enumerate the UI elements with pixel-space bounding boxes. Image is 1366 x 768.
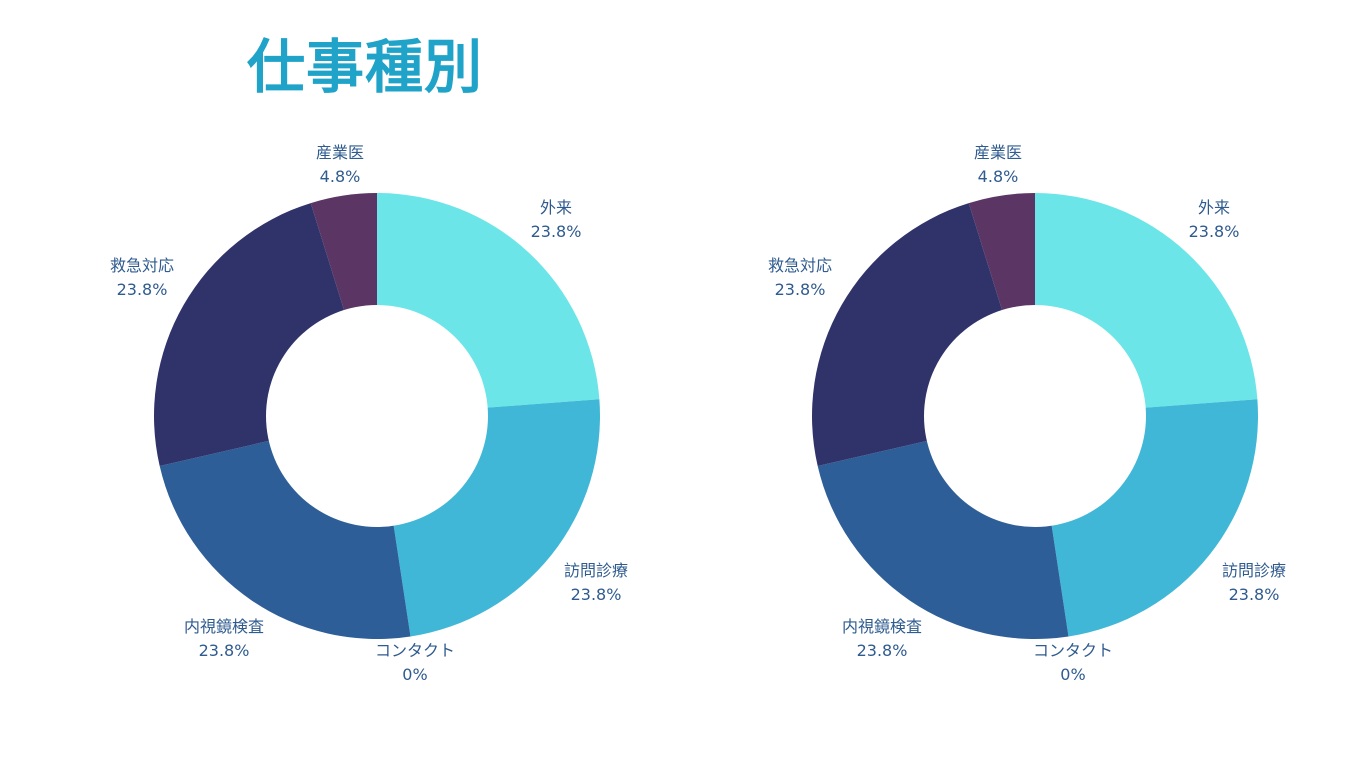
slice-value-2: 0% [1060,665,1085,684]
slice-value-1: 23.8% [1229,585,1280,604]
slice-label-0: 外来 [1198,198,1230,217]
slice-label-2: コンタクト [1033,641,1113,660]
donut-chart-left: 外来 23.8% 訪問診療 23.8% コンタクト 0% 内視鏡検査 23.8% 救急対応 23.… [110,143,628,684]
slice-label-5: 産業医 [316,143,364,162]
slice-value-4: 23.8% [117,280,168,299]
slice-label-4: 救急対応 [768,256,832,275]
slice-label-0: 外来 [540,198,572,217]
slice-label-3: 内視鏡検査 [184,617,264,636]
slice-value-0: 23.8% [531,222,582,241]
slice-label-5: 産業医 [974,143,1022,162]
slice-label-4: 救急対応 [110,256,174,275]
slice-label-1: 訪問診療 [1222,561,1286,580]
slice-value-3: 23.8% [857,641,908,660]
slice-value-5: 4.8% [978,167,1019,186]
slice-value-1: 23.8% [571,585,622,604]
slice-value-2: 0% [402,665,427,684]
page-title: 仕事種別 [247,33,484,101]
slice-value-3: 23.8% [199,641,250,660]
slice-value-0: 23.8% [1189,222,1240,241]
donut-hole [266,305,488,527]
donut-hole [924,305,1146,527]
donut-chart-right: 外来 23.8% 訪問診療 23.8% コンタクト 0% 内視鏡検査 23.8% 救急対応 23.… [768,143,1286,684]
slice-label-2: コンタクト [375,641,455,660]
slice-label-1: 訪問診療 [564,561,628,580]
slice-value-4: 23.8% [775,280,826,299]
slice-label-3: 内視鏡検査 [842,617,922,636]
slice-value-5: 4.8% [320,167,361,186]
